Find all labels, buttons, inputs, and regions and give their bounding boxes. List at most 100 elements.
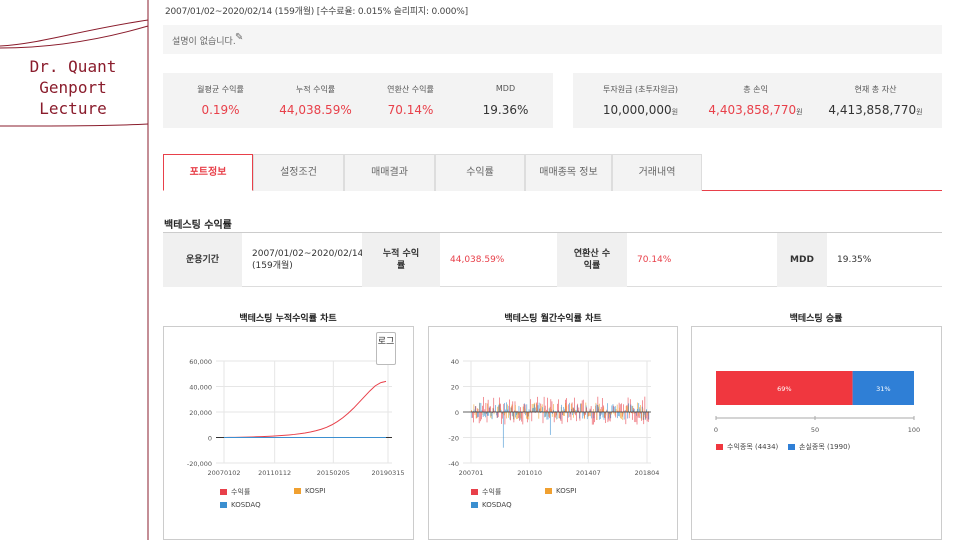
legend-return[interactable]: 수익률 (220, 487, 250, 497)
log-scale-button[interactable]: 로그 (376, 332, 396, 365)
monthly-bar (503, 412, 505, 416)
monthly-bar (514, 404, 516, 412)
stat-unit: 원 (916, 108, 923, 116)
legend-swatch (788, 444, 795, 450)
monthly-bar (478, 412, 479, 417)
x-tick-label: 20070102 (207, 469, 240, 477)
monthly-bar (519, 412, 521, 421)
monthly-bar (526, 412, 527, 419)
monthly-bar (598, 406, 599, 412)
legend-loss[interactable]: 손실종목 (1990) (788, 442, 850, 452)
monthly-bar (528, 412, 530, 420)
legend-swatch (471, 502, 478, 508)
legend-kosdaq[interactable]: KOSDAQ (471, 501, 512, 509)
monthly-bar (604, 412, 606, 418)
monthly-bar (530, 410, 532, 412)
monthly-bar (608, 412, 610, 418)
monthly-bar (492, 412, 493, 414)
monthly-bar (635, 410, 637, 412)
stat-value: 4,413,858,770원 (813, 103, 938, 117)
monthly-bar (476, 408, 478, 412)
monthly-bar (638, 412, 639, 416)
monthly-bar (474, 406, 476, 412)
summary-table: 운용기간 2007/01/02~2020/02/14 (159개월) 누적 수익… (163, 232, 942, 287)
stat-monthly-return: 월평균 수익률 0.19% (173, 73, 268, 128)
monthly-bar (542, 412, 544, 414)
monthly-bar (491, 412, 493, 420)
monthly-bar (540, 406, 542, 412)
monthly-bar (640, 405, 642, 412)
monthly-bar (623, 404, 624, 412)
stats-left-box: 월평균 수익률 0.19% 누적 수익률 44,038.59% 연환산 수익률 … (163, 73, 553, 128)
monthly-bar (573, 412, 574, 418)
monthly-bar (621, 412, 622, 419)
stat-mdd: MDD 19.36% (458, 73, 553, 128)
legend-return[interactable]: 수익률 (471, 487, 501, 497)
pencil-icon[interactable]: ✎ (235, 32, 244, 43)
tab-trade-results[interactable]: 매매결과 (344, 154, 435, 191)
monthly-bar (570, 412, 571, 415)
monthly-bar (608, 412, 609, 419)
period-label: 운용기간 (163, 233, 242, 287)
monthly-bar (590, 409, 591, 412)
monthly-bar (647, 412, 649, 423)
monthly-bar (544, 408, 545, 412)
monthly-bar (589, 408, 591, 412)
monthly-bar (598, 403, 600, 412)
legend-win[interactable]: 수익종목 (4434) (716, 442, 778, 452)
monthly-bar (500, 403, 501, 412)
monthly-bar (524, 403, 525, 412)
legend-kospi[interactable]: KOSPI (545, 487, 576, 495)
monthly-bar (528, 409, 530, 412)
monthly-bar (602, 409, 603, 412)
monthly-bar (591, 412, 593, 419)
stat-total-assets: 현재 총 자산 4,413,858,770원 (813, 73, 938, 128)
monthly-bar (507, 404, 508, 412)
monthly-bar (607, 412, 609, 423)
legend-label: KOSPI (556, 487, 577, 495)
monthly-bar (490, 406, 491, 412)
comment-box[interactable]: 설명이 없습니다. ✎ (163, 25, 942, 54)
tab-transactions[interactable]: 거래내역 (612, 154, 702, 191)
legend-kosdaq[interactable]: KOSDAQ (220, 501, 261, 509)
monthly-bar (572, 408, 574, 412)
monthly-bar (586, 407, 587, 412)
monthly-bar (579, 412, 580, 419)
monthly-bar (525, 408, 526, 412)
monthly-bar (633, 408, 635, 412)
monthly-bar (571, 408, 572, 412)
monthly-bar (576, 412, 578, 414)
tab-settings[interactable]: 설정조건 (253, 154, 344, 191)
monthly-bar (547, 397, 548, 412)
monthly-bar (564, 412, 565, 416)
monthly-bar (623, 412, 625, 420)
monthly-bar (508, 405, 510, 412)
monthly-bar (496, 412, 498, 418)
monthly-bar (636, 402, 638, 412)
stat-value: 44,038.59% (279, 103, 352, 117)
monthly-bar (536, 410, 538, 412)
monthly-bar (621, 412, 623, 413)
tab-returns[interactable]: 수익률 (435, 154, 525, 191)
stats-right-box: 투자원금 (초투자원금) 10,000,000원 총 손익 4,403,858,… (573, 73, 942, 128)
legend-kospi[interactable]: KOSPI (294, 487, 325, 495)
monthly-bar (505, 409, 506, 412)
tab-port-info[interactable]: 포트정보 (163, 154, 253, 191)
monthly-bar (621, 403, 622, 412)
monthly-bar (600, 412, 602, 419)
monthly-bar (567, 412, 569, 418)
monthly-bar (642, 408, 644, 412)
monthly-bar (479, 412, 481, 422)
monthly-bar (523, 412, 525, 415)
monthly-bar (605, 412, 607, 424)
monthly-bar (589, 412, 591, 417)
monthly-bar (569, 412, 571, 417)
monthly-bar (640, 412, 642, 419)
tab-stock-info[interactable]: 매매종목 정보 (525, 154, 612, 191)
monthly-bar (552, 412, 554, 413)
monthly-bar (521, 412, 523, 422)
monthly-bar (550, 399, 552, 412)
stat-label: 현재 총 자산 (854, 85, 897, 94)
lecture-sidebar: Dr. Quant Genport Lecture (0, 0, 150, 540)
legend-label: 손실종목 (1990) (799, 443, 851, 451)
